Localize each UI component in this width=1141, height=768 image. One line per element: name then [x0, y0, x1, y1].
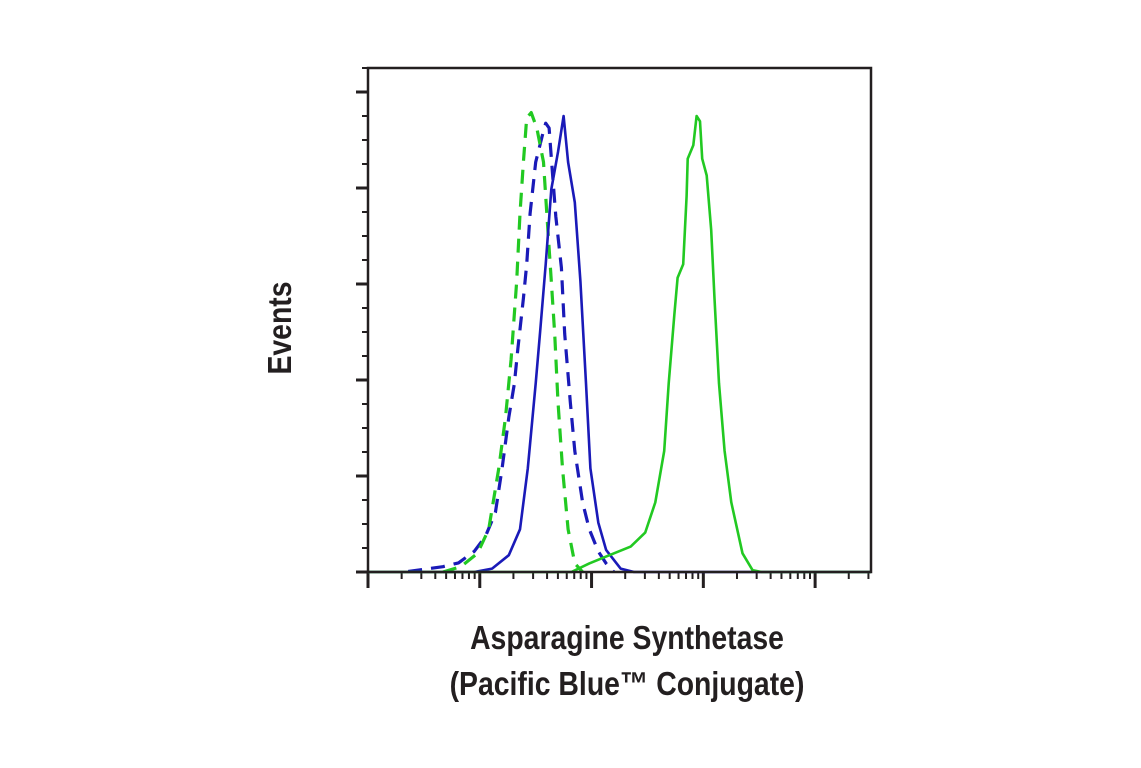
- x-axis-label: Asparagine Synthetase (Pacific Blue™ Con…: [450, 615, 805, 707]
- histogram-curves: [368, 111, 871, 574]
- series-curve-3-solid: [368, 114, 871, 574]
- axis-ticks: [356, 67, 870, 588]
- plot-frame: [366, 66, 873, 574]
- x-axis-label-line1: Asparagine Synthetase: [470, 619, 784, 656]
- y-axis-label: Events: [261, 281, 298, 375]
- x-axis-label-line2: (Pacific Blue™ Conjugate): [449, 665, 805, 702]
- series-curve-2-dashed: [442, 111, 584, 574]
- series-curve-4-solid: [368, 114, 871, 574]
